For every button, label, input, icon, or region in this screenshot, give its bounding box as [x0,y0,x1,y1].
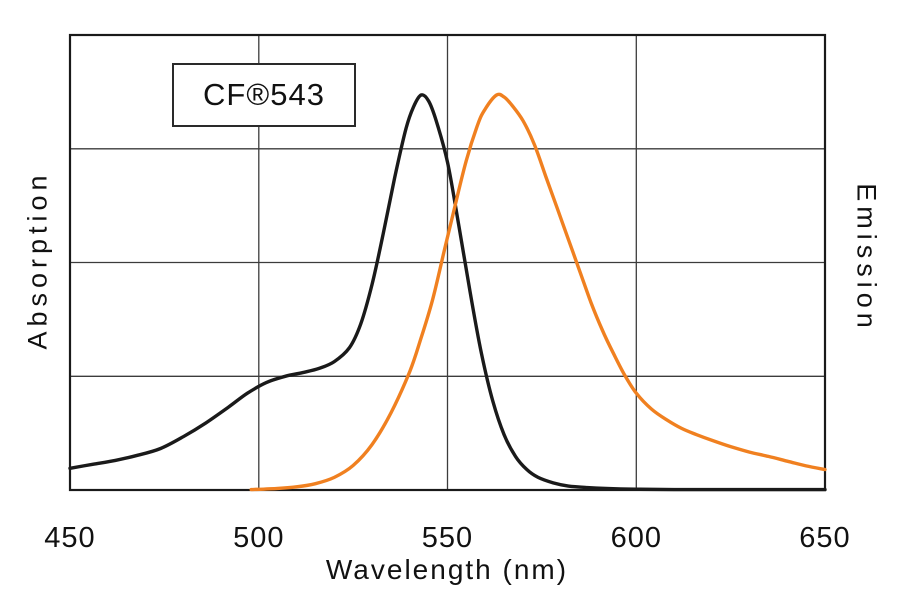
dye-label-text: CF®543 [203,77,325,112]
plot-border [68,33,827,492]
dye-label-box: CF®543 [172,63,356,127]
absorption-curve [68,93,827,492]
emission-curve [249,92,827,492]
x-axis-title: Wavelength (nm) [325,554,569,585]
x-tick-label: 600 [611,522,662,554]
y-axis-label-absorption: Absorption [22,170,53,350]
x-tick-label: 550 [422,522,473,554]
x-tick-label: 650 [799,522,850,554]
x-tick-label: 500 [233,522,284,554]
y-axis-label-emission: Emission [851,183,882,333]
x-tick-label: 450 [44,522,95,554]
